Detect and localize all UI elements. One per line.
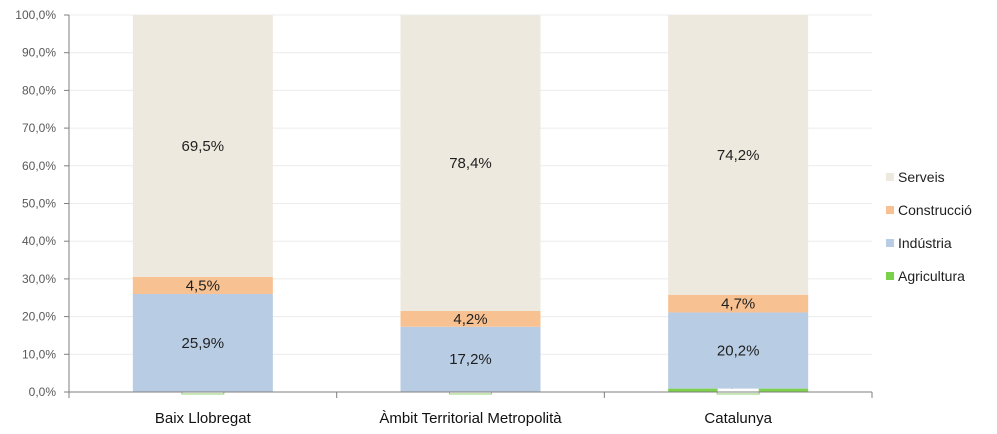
data-label: 4,7% [721, 296, 755, 313]
legend-swatch [886, 272, 894, 280]
x-tick-label: Baix Llobregat [155, 410, 252, 427]
y-tick-label: 10,0% [22, 347, 56, 361]
y-tick-label: 90,0% [22, 46, 56, 60]
y-tick-label: 30,0% [22, 272, 56, 286]
data-label: 74,2% [717, 147, 760, 164]
data-label: 4,2% [453, 311, 487, 328]
data-label: 78,4% [449, 155, 492, 172]
x-tick-label: Àmbit Territorial Metropolità [379, 410, 562, 427]
legend-item: Serveis [886, 166, 996, 188]
x-tick-label: Catalunya [704, 410, 772, 427]
y-tick-label: 40,0% [22, 234, 56, 248]
y-tick-label: 50,0% [22, 197, 56, 211]
legend-swatch [886, 206, 894, 214]
legend-item: Indústria [886, 232, 996, 254]
data-label: 20,2% [717, 343, 760, 360]
legend-label: Agricultura [898, 268, 965, 284]
data-label: 17,2% [449, 351, 492, 368]
y-tick-label: 100,0% [15, 8, 56, 22]
data-label: 69,5% [182, 138, 225, 155]
legend-item: Construcció [886, 199, 996, 221]
legend-item: Agricultura [886, 265, 996, 287]
data-label: 4,5% [186, 277, 220, 294]
y-tick-label: 80,0% [22, 83, 56, 97]
legend-swatch [886, 173, 894, 181]
legend-label: Indústria [898, 235, 952, 251]
legend-label: Serveis [898, 169, 945, 185]
legend-swatch [886, 239, 894, 247]
y-tick-label: 0,0% [29, 385, 57, 399]
chart-legend: Serveis Construcció Indústria Agricultura [886, 166, 996, 298]
data-label: 25,9% [182, 335, 225, 352]
y-tick-label: 70,0% [22, 121, 56, 135]
y-tick-label: 20,0% [22, 310, 56, 324]
legend-label: Construcció [898, 202, 972, 218]
y-tick-label: 60,0% [22, 159, 56, 173]
